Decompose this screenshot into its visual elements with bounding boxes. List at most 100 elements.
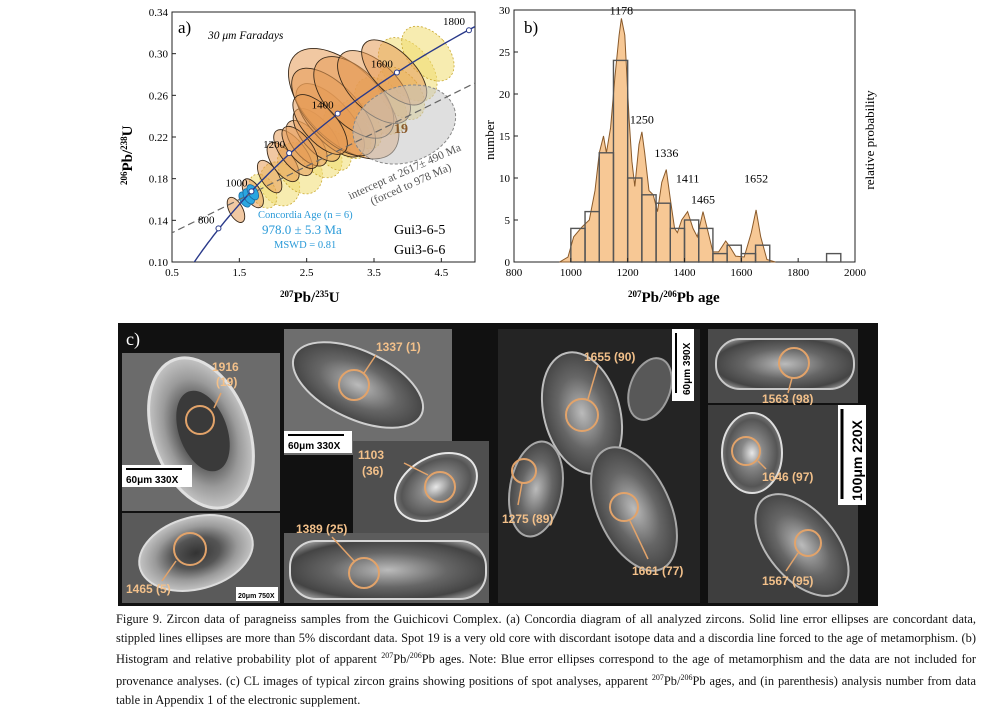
grain-label-9: 1563 (98): [762, 392, 813, 406]
spot-pointer-10: [757, 460, 767, 470]
caption-part-2: Pb ages. Note: Blue error ellipses corre…: [116, 652, 976, 689]
concordia-age-value: 978.0 ± 5.3 Ma: [262, 222, 342, 237]
concordia-age-label: 800: [198, 214, 215, 226]
zircon-grain-7: [508, 440, 564, 538]
concordia-age-label: 1200: [263, 139, 286, 151]
hist-y-tick-label: 0: [505, 257, 511, 269]
concordant-ellipse: [292, 94, 348, 155]
zircon-grain-10: [721, 412, 783, 494]
grain-label-8: 1661 (77): [632, 564, 683, 578]
analysis-spot-7: [511, 458, 537, 484]
analysis-spot-11: [794, 529, 822, 557]
hist-x-tick-label: 2000: [844, 267, 867, 279]
figure-caption: Figure 9. Zircon data of paragneiss samp…: [116, 610, 976, 709]
spot-pointer-3: [363, 354, 377, 374]
analysis-spot-5: [348, 557, 380, 589]
concordia-panel: 0.5 1.5 2.5 3.5 4.5 0.10 0.14 0.18 0.22 0.26 0.30 0…: [0, 0, 490, 312]
concordia-age-marker: [465, 27, 472, 34]
histogram-chart: 800 1000 1200 1400 1600 1800 2000051015202530 …: [482, 3, 877, 306]
y-tick-label: 0.14: [149, 215, 169, 227]
histogram-y-axis-label: number: [482, 119, 497, 159]
analysis-spot-4: [424, 471, 456, 503]
x-tick-label: 0.5: [165, 267, 179, 279]
y-tick-label: 0.22: [149, 132, 168, 144]
scale-bar-label-3: 60μm 330X: [288, 441, 341, 452]
cl-images-panel: 1916 (19) 60μm 330X 1465 (5) 20μm 750X 1…: [118, 323, 878, 606]
spot-19-label: 19: [394, 122, 408, 137]
spot-pointer-5: [331, 536, 355, 562]
hist-y-tick-label: 30: [499, 5, 511, 17]
peak-label: 1178: [610, 3, 634, 17]
analysis-spot-6: [565, 398, 599, 432]
zircon-grain-11: [754, 493, 850, 597]
caption-mid-2: Pb/: [663, 674, 681, 689]
concordia-age-marker: [393, 69, 400, 76]
y-tick-label: 0.34: [149, 7, 169, 19]
concordia-mswd: MSWD = 0.81: [274, 240, 336, 251]
concordia-age-label: 1400: [312, 100, 335, 112]
grain-label-4a: 1103: [358, 448, 384, 462]
hist-y-tick-label: 20: [499, 89, 511, 101]
concordia-y-axis-label: 206Pb/238U: [119, 125, 136, 185]
spot-pointer-4: [403, 462, 429, 476]
spot-pointer-1: [213, 392, 222, 409]
caption-sup-2: 206: [409, 651, 422, 661]
caption-part-1: Figure 9. Zircon data of paragneiss samp…: [116, 612, 976, 667]
hist-x-tick-label: 800: [506, 267, 523, 279]
hist-x-tick-label: 1000: [560, 267, 583, 279]
grain-label-1b: (19): [216, 375, 237, 389]
spot-pointer-8: [629, 520, 649, 560]
concordia-age-label: 1000: [225, 177, 248, 189]
faradays-note: 30 μm Faradays: [207, 30, 284, 42]
histogram-bars-group: [570, 59, 842, 263]
concordia-chart: 0.5 1.5 2.5 3.5 4.5 0.10 0.14 0.18 0.22 0.26 0.30 0…: [119, 7, 476, 306]
panel-b-letter: b): [524, 18, 538, 37]
concordia-age-marker: [215, 225, 222, 232]
zircon-grain-8: [590, 446, 678, 572]
analysis-spot-9: [778, 347, 810, 379]
histogram-bar: [754, 244, 771, 263]
analysis-spot-1: [185, 405, 215, 435]
panel-c-letter: c): [126, 329, 140, 350]
zircon-grain-5: [289, 540, 487, 600]
x-tick-label: 1.5: [232, 267, 246, 279]
x-tick-label: 2.5: [300, 267, 314, 279]
caption-sup-3: 207: [651, 672, 664, 682]
histogram-bar: [612, 59, 629, 263]
y-tick-label: 0.10: [149, 257, 169, 269]
scale-bar-box-4: [672, 329, 694, 401]
concordia-age-label: 1600: [371, 59, 394, 71]
peak-label: 1336: [654, 146, 678, 160]
concordia-lines-group: [172, 25, 475, 262]
scale-bar-box-3: [284, 431, 352, 453]
analysis-spot-3: [338, 369, 370, 401]
peak-label: 1652: [744, 171, 768, 185]
spot-pointer-6: [587, 364, 599, 400]
zircon-grain-6b: [627, 357, 673, 421]
sample-label-1: Gui3-6-5: [394, 223, 445, 238]
histogram-y2-axis-label: relative probability: [862, 90, 877, 190]
zircon-grain-9: [715, 338, 855, 390]
scale-bar-box-2: [236, 587, 278, 601]
grain-label-7: 1275 (89): [502, 512, 553, 526]
panel-a-letter: a): [178, 18, 191, 37]
scale-bar-box-1: [122, 465, 192, 487]
grain-label-11: 1567 (95): [762, 574, 813, 588]
scale-bar-label-2: 20μm 750X: [238, 593, 275, 600]
discordia-line: [172, 82, 475, 234]
peak-label: 1411: [676, 171, 700, 185]
analysis-spot-8: [609, 492, 639, 522]
hist-y-tick-label: 5: [505, 215, 511, 227]
concordia-axes: 0.5 1.5 2.5 3.5 4.5 0.10 0.14 0.18 0.22 0.26 0.30 0…: [149, 7, 472, 279]
spot-pointer-11: [785, 552, 799, 572]
zircon-grain-4: [394, 451, 478, 523]
scale-bar-label-1: 60μm 330X: [126, 475, 179, 486]
y-tick-label: 0.30: [149, 49, 169, 61]
caption-part-3: Pb ages, and (in parenthesis) analysis n…: [116, 674, 976, 707]
spot-pointer-2: [161, 560, 177, 582]
y-tick-label: 0.26: [149, 90, 169, 102]
concordia-curve: [193, 25, 475, 262]
grain-label-5: 1389 (25): [296, 522, 347, 536]
caption-sup-4: 206: [680, 672, 693, 682]
concordia-age-marker: [286, 150, 293, 157]
